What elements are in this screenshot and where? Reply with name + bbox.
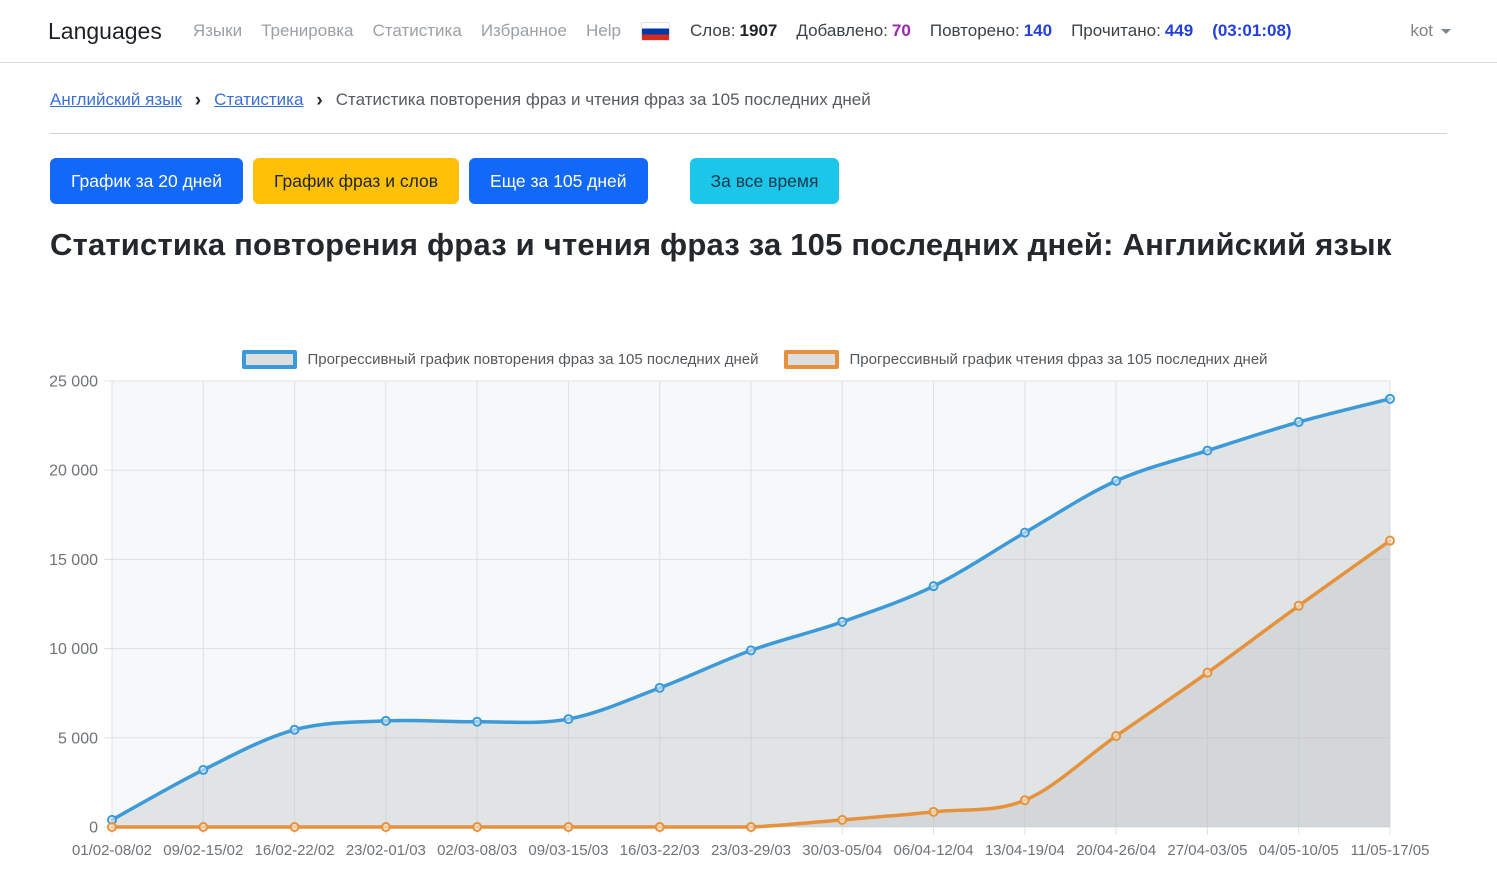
username: kot (1410, 21, 1433, 40)
data-point (654, 822, 665, 832)
data-point (198, 764, 209, 775)
y-axis-label: 10 000 (50, 641, 98, 658)
data-point (837, 814, 848, 825)
data-point (1202, 445, 1213, 456)
chevron-down-icon (1441, 28, 1451, 34)
divider (50, 133, 1447, 134)
x-axis-label: 27/04-03/05 (1167, 842, 1247, 859)
breadcrumb-link-language[interactable]: Английский язык (50, 90, 182, 109)
data-point (928, 581, 939, 592)
x-axis-label: 16/02-22/02 (255, 842, 335, 859)
data-point (380, 822, 391, 832)
x-axis-label: 02/03-08/03 (437, 842, 517, 859)
stat-added: Добавлено: 70 (796, 21, 911, 40)
x-axis-label: 20/04-26/04 (1076, 842, 1156, 859)
data-point (1202, 667, 1213, 678)
stat-words: Слов: 1907 (689, 21, 778, 40)
data-point (1111, 731, 1122, 742)
data-point (563, 822, 574, 832)
data-point (380, 715, 391, 726)
chart-20-days-button[interactable]: График за 20 дней (50, 158, 243, 204)
legend-swatch-blue (242, 350, 298, 369)
data-point (107, 822, 117, 832)
x-axis-label: 23/02-01/03 (346, 842, 426, 859)
data-point (928, 806, 939, 817)
x-axis-label: 01/02-08/02 (72, 842, 152, 859)
data-point (1385, 393, 1395, 404)
x-axis-label: 09/03-15/03 (528, 842, 608, 859)
chart-legend: Прогрессивный график повторения фраз за … (50, 350, 1460, 369)
legend-item-repeat[interactable]: Прогрессивный график повторения фраз за … (242, 350, 758, 369)
data-point (1111, 475, 1122, 486)
data-point (746, 645, 756, 656)
data-point (289, 822, 300, 832)
y-axis-label: 15 000 (50, 552, 98, 569)
x-axis-label: 23/03-29/03 (711, 842, 791, 859)
nav-item-training[interactable]: Тренировка (261, 21, 354, 40)
x-axis-label: 04/05-10/05 (1259, 842, 1339, 859)
data-point (1293, 417, 1304, 428)
series-area-1 (112, 540, 1390, 827)
data-point (198, 822, 209, 832)
statistics-chart: 0 5 000 10 000 15 000 20 000 25 000 01/02-08/0… (50, 345, 1460, 883)
x-axis-label: 13/04-19/04 (985, 842, 1065, 859)
breadcrumb-link-statistics[interactable]: Статистика (214, 90, 304, 109)
data-point (837, 616, 848, 627)
data-point (654, 682, 665, 693)
y-axis-label: 5 000 (58, 730, 98, 747)
data-point (1019, 795, 1030, 806)
more-105-days-button[interactable]: Еще за 105 дней (469, 158, 648, 204)
data-point (1385, 535, 1395, 546)
russian-flag-icon[interactable] (640, 21, 670, 41)
x-axis-label: 06/04-12/04 (894, 842, 974, 859)
data-point (563, 714, 574, 725)
stat-read: Прочитано: 449 (1071, 21, 1194, 40)
data-point (472, 716, 483, 727)
session-timer: (03:01:08) (1212, 21, 1292, 40)
brand-link[interactable]: Languages (48, 17, 162, 44)
chevron-right-icon: › (194, 89, 202, 111)
all-time-button[interactable]: За все время (689, 158, 840, 204)
x-axis-label: 16/03-22/03 (620, 842, 700, 859)
line-chart-svg: 0 5 000 10 000 15 000 20 000 25 000 01/02-08/0… (50, 374, 1430, 860)
y-axis-label: 20 000 (50, 463, 98, 480)
navbar: Languages Языки Тренировка Статистика Из… (0, 0, 1497, 63)
legend-swatch-orange (784, 350, 840, 369)
data-point (1293, 600, 1304, 611)
chevron-right-icon: › (316, 89, 323, 111)
breadcrumb-current: Статистика повторения фраз и чтения фраз… (335, 90, 871, 109)
stat-repeated: Повторено: 140 (929, 21, 1053, 40)
data-point (746, 822, 756, 832)
series-line-1 (110, 538, 1392, 829)
data-point (289, 724, 300, 735)
x-axis-label: 30/03-05/04 (802, 842, 882, 859)
y-axis-label: 0 (89, 820, 98, 837)
x-axis-label: 09/02-15/02 (163, 842, 243, 859)
page-title: Статистика повторения фраз и чтения фраз… (50, 227, 1392, 262)
nav-item-help[interactable]: Help (585, 21, 621, 40)
nav-item-languages[interactable]: Языки (192, 21, 243, 40)
x-axis-label: 11/05-17/05 (1351, 842, 1430, 859)
y-axis-label: 25 000 (50, 374, 98, 391)
data-point (472, 822, 483, 832)
nav-item-favorites[interactable]: Избранное (480, 21, 567, 40)
nav-item-statistics[interactable]: Статистика (372, 21, 462, 40)
breadcrumb: Английский язык › Статистика › Статистик… (50, 90, 871, 110)
legend-item-read[interactable]: Прогрессивный график чтения фраз за 105 … (784, 350, 1268, 369)
toolbar: График за 20 дней График фраз и слов Еще… (50, 158, 840, 204)
chart-phrases-words-button[interactable]: График фраз и слов (252, 158, 460, 204)
data-point (1019, 527, 1030, 538)
user-menu[interactable]: kot (1410, 21, 1451, 41)
